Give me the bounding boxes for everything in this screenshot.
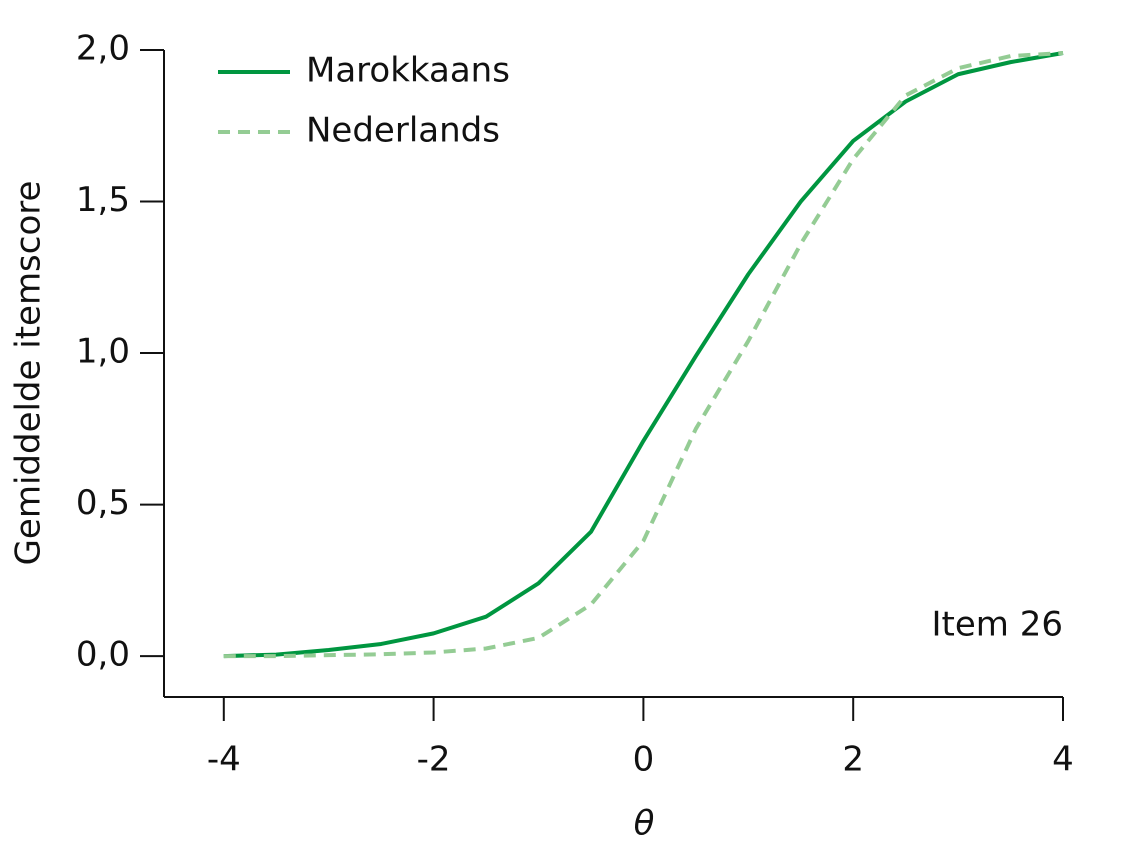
legend-label: Marokkaans [306,51,510,91]
y-axis-label: Gemiddelde itemscore [9,181,49,566]
x-tick-label: 0 [633,740,655,780]
y-tick-label: 0,0 [76,635,130,675]
y-tick-label: 2,0 [76,29,130,69]
y-tick-label: 0,5 [76,483,130,523]
series-line [223,51,1064,659]
series-line [223,51,1064,659]
x-tick-label: 4 [1052,740,1074,780]
x-tick-label: -2 [417,740,451,780]
legend-label: Nederlands [306,111,500,151]
y-tick-label: 1,5 [76,180,130,220]
annotation: Item 26 [932,605,1063,645]
x-axis-label: θ [634,804,655,844]
x-tick-label: 2 [842,740,864,780]
x-tick-label: -4 [207,740,241,780]
y-tick-label: 1,0 [76,332,130,372]
